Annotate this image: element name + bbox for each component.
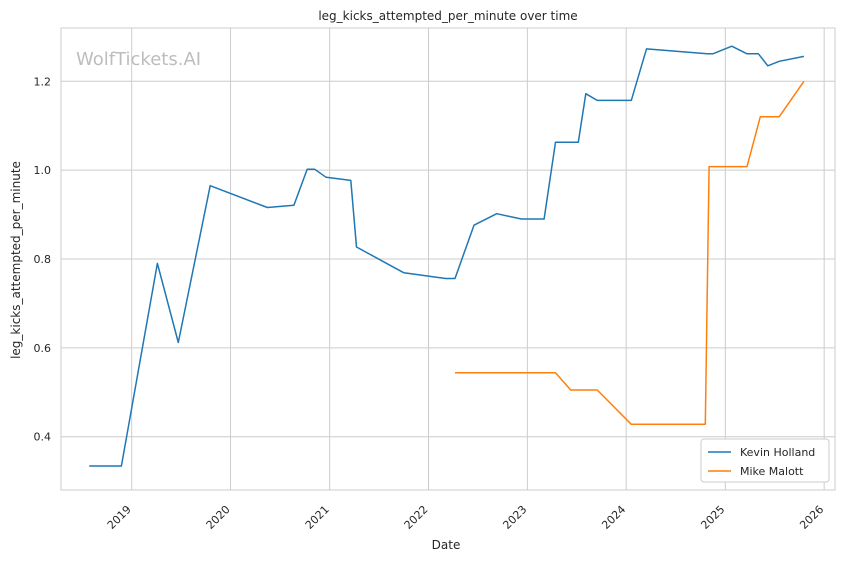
series-line-1 xyxy=(455,80,805,426)
legend-label: Kevin Holland xyxy=(740,446,815,459)
x-axis-ticks: 2019 2020 2021 2022 2023 2024 2025 2026 xyxy=(105,503,826,532)
y-axis-ticks: 0.4 0.6 0.8 1.0 1.2 xyxy=(34,75,52,443)
x-tick-label: 2022 xyxy=(402,503,431,532)
y-tick-label: 0.4 xyxy=(34,431,52,444)
legend-box xyxy=(700,438,830,483)
x-tick-label: 2021 xyxy=(303,503,332,532)
y-tick-label: 0.6 xyxy=(34,342,52,355)
y-axis-label: leg_kicks_attempted_per_minute xyxy=(9,161,23,359)
watermark-text: WolfTickets.AI xyxy=(76,49,201,70)
series-line-0 xyxy=(89,45,805,467)
grid-lines xyxy=(61,28,835,490)
x-axis-label: Date xyxy=(432,538,461,552)
y-tick-label: 1.2 xyxy=(34,75,52,88)
y-tick-label: 0.8 xyxy=(34,253,52,266)
legend-label: Mike Malott xyxy=(740,465,804,478)
plot-area: WolfTickets.AI xyxy=(60,27,836,491)
x-tick-label: 2019 xyxy=(105,503,134,532)
x-tick-label: 2025 xyxy=(698,503,727,532)
series-layer xyxy=(89,45,805,467)
x-tick-label: 2024 xyxy=(599,503,628,532)
chart-title: leg_kicks_attempted_per_minute over time xyxy=(318,9,577,23)
x-tick-label: 2023 xyxy=(500,503,529,532)
x-tick-label: 2026 xyxy=(797,503,826,532)
legend: Kevin Holland Mike Malott xyxy=(700,438,830,483)
x-tick-label: 2020 xyxy=(204,503,233,532)
y-tick-label: 1.0 xyxy=(34,164,52,177)
